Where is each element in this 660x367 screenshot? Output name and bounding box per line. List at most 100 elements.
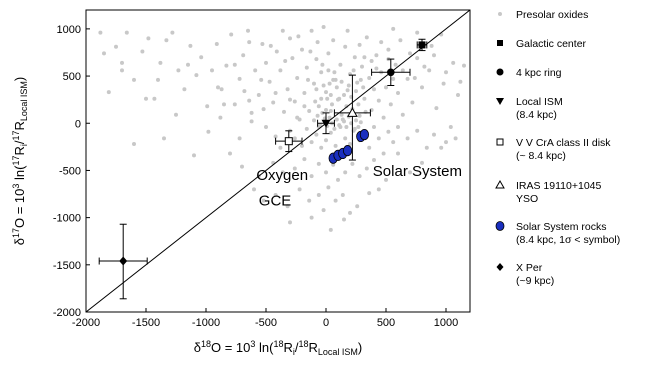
presolar-oxide-point	[355, 204, 359, 208]
presolar-oxide-point	[362, 97, 366, 101]
presolar-oxide-point	[317, 104, 321, 108]
presolar-oxide-point	[310, 140, 314, 144]
presolar-oxide-point	[241, 53, 245, 57]
presolar-oxide-point	[302, 157, 306, 161]
presolar-oxide-point	[324, 108, 328, 112]
ring-4kpc-point	[387, 68, 395, 76]
presolar-oxide-point	[342, 93, 346, 97]
presolar-oxide-point	[259, 78, 263, 82]
presolar-oxide-point	[442, 82, 446, 86]
presolar-oxide-point	[174, 113, 178, 117]
presolar-oxide-point	[229, 33, 233, 37]
presolar-oxide-point	[322, 25, 326, 29]
legend-label: Local ISM	[516, 96, 563, 108]
x-axis-title-part: 18	[273, 339, 283, 349]
legend-item-local-ism: Local ISM(8.4 kpc)	[496, 96, 563, 121]
presolar-oxide-point	[362, 55, 366, 59]
presolar-oxide-point	[307, 109, 311, 113]
presolar-oxide-point	[210, 68, 214, 72]
presolar-oxide-point	[358, 114, 362, 118]
presolar-oxide-point	[310, 29, 314, 33]
presolar-oxide-point	[334, 144, 338, 148]
legend-item-galactic-center: Galactic center	[497, 38, 587, 50]
presolar-oxide-point	[370, 59, 374, 63]
presolar-oxide-point	[342, 119, 346, 123]
legend-label: Galactic center	[516, 38, 587, 50]
legend-item-vvcra: V V CrA class II disk(~ 8.4 kpc)	[497, 137, 611, 162]
presolar-oxide-point	[316, 40, 320, 44]
legend-symbol	[497, 40, 503, 46]
presolar-oxide-point	[425, 146, 429, 150]
presolar-oxide-point	[462, 64, 466, 68]
x-per-point	[119, 257, 127, 266]
presolar-oxide-point	[328, 82, 332, 86]
presolar-oxide-point	[372, 87, 376, 91]
presolar-oxide-point	[98, 31, 102, 35]
presolar-oxide-point	[415, 31, 419, 35]
presolar-oxide-point	[247, 40, 251, 44]
presolar-oxide-point	[406, 136, 410, 140]
presolar-oxide-point	[246, 29, 250, 33]
presolar-oxide-point	[344, 125, 348, 129]
presolar-oxide-point	[374, 67, 378, 71]
presolar-oxide-point	[432, 133, 436, 137]
presolar-oxide-point	[396, 91, 400, 95]
presolar-oxide-point	[338, 63, 342, 67]
presolar-oxide-point	[305, 127, 309, 131]
legend-label: IRAS 19110+1045	[516, 180, 601, 192]
presolar-oxide-point	[275, 50, 279, 54]
legend-label: 4 kpc ring	[516, 67, 562, 79]
presolar-oxide-point	[238, 136, 242, 140]
presolar-oxide-point	[354, 89, 358, 93]
presolar-oxide-point	[355, 81, 359, 85]
presolar-oxide-point	[386, 130, 390, 134]
presolar-oxide-point	[326, 68, 330, 72]
legend: Presolar oxides Galactic center 4 kpc ring…	[496, 9, 620, 287]
presolar-oxide-point	[182, 87, 186, 91]
presolar-oxide-point	[420, 85, 424, 89]
presolar-oxide-point	[350, 162, 354, 166]
presolar-oxide-point	[335, 117, 339, 121]
x-tick-label: 500	[377, 317, 395, 329]
presolar-oxide-point	[170, 31, 174, 35]
legend-symbol	[496, 222, 504, 231]
presolar-oxide-point	[343, 170, 347, 174]
x-tick-label: -1500	[132, 317, 160, 329]
presolar-oxide-point	[322, 208, 326, 212]
y-axis-title-part: R	[12, 146, 27, 155]
presolar-oxide-point	[347, 84, 351, 88]
presolar-oxide-point	[247, 99, 251, 103]
presolar-oxide-point	[252, 187, 256, 191]
presolar-oxide-point	[343, 45, 347, 49]
presolar-oxide-point	[434, 106, 438, 110]
presolar-oxide-point	[382, 116, 386, 120]
presolar-oxide-point	[444, 70, 448, 74]
presolar-oxide-point	[432, 53, 436, 57]
presolar-oxide-point	[332, 70, 336, 74]
y-tick-label: -500	[59, 165, 81, 177]
legend-item-ring-4kpc: 4 kpc ring	[497, 67, 562, 79]
presolar-oxide-point	[353, 55, 357, 59]
presolar-oxide-point	[401, 113, 405, 117]
presolar-oxide-point	[293, 100, 297, 104]
y-tick-label: -1500	[53, 260, 81, 272]
presolar-oxide-point	[406, 77, 410, 81]
presolar-oxide-point	[206, 130, 210, 134]
presolar-oxide-point	[176, 68, 180, 72]
presolar-oxide-point	[307, 199, 311, 203]
presolar-oxide-point	[132, 142, 136, 146]
presolar-oxide-point	[324, 138, 328, 142]
presolar-oxide-point	[422, 65, 426, 69]
y-tick-label: -1000	[53, 213, 81, 225]
presolar-oxide-point	[377, 187, 381, 191]
legend-item-x-per: X Per(~9 kpc)	[497, 262, 555, 287]
legend-item-presolar-oxides: Presolar oxides	[498, 9, 588, 21]
presolar-oxide-point	[354, 118, 358, 122]
presolar-oxide-point	[316, 114, 320, 118]
presolar-oxide-point	[358, 43, 362, 47]
legend-label: X Per	[516, 262, 543, 274]
plot-area: Oxygen GCE Solar System	[86, 10, 470, 312]
presolar-oxide-point	[361, 85, 365, 89]
x-axis-title-part: δ	[194, 340, 201, 355]
